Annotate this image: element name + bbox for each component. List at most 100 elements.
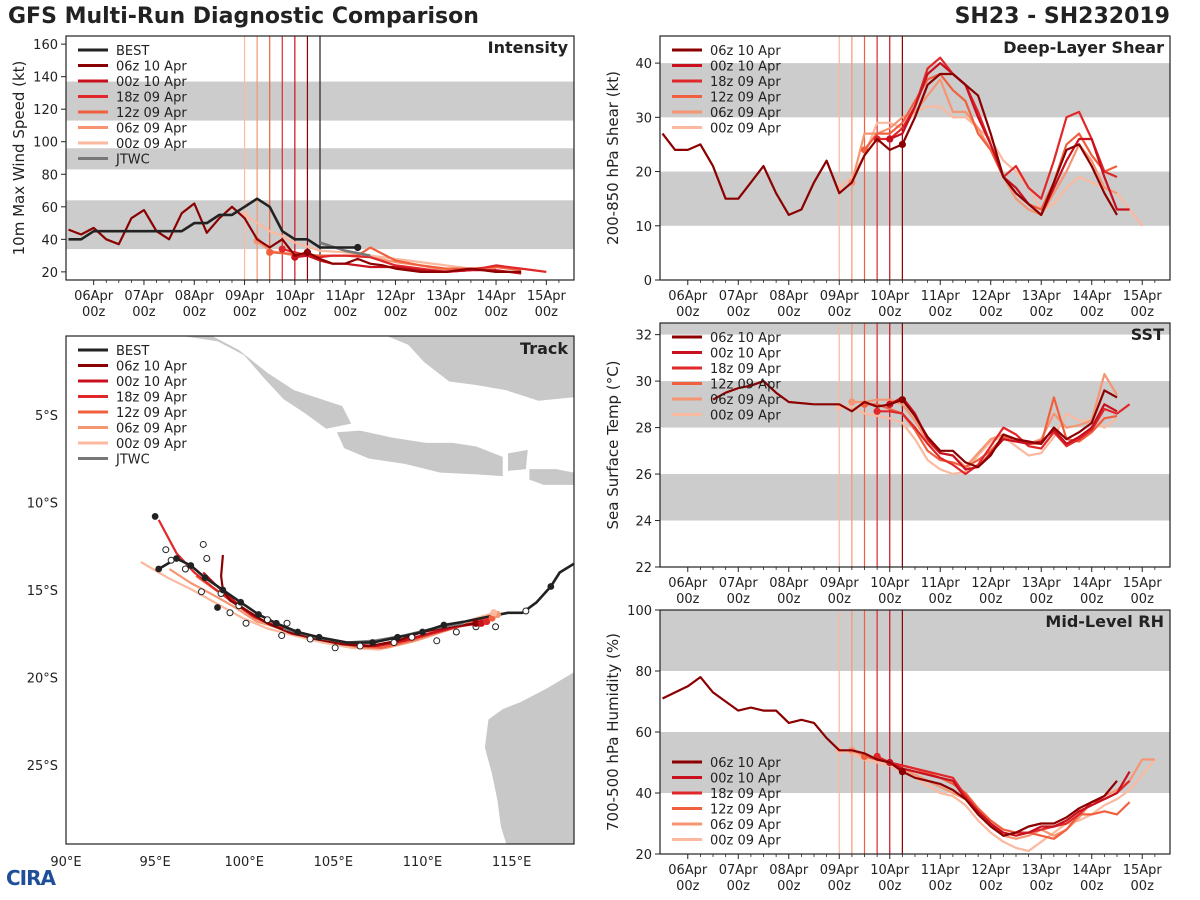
shear-ytick-label: 40 — [635, 57, 652, 72]
intensity-series-group — [68, 197, 547, 275]
rh-ytick-label: 100 — [627, 604, 652, 619]
rh-xtick-label: 00z — [828, 879, 852, 894]
shear-legend-label: 00z 10 Apr — [710, 60, 781, 75]
rh-xtick-label: 10Apr — [870, 863, 910, 878]
rh-xtick-label: 13Apr — [1022, 863, 1062, 878]
shear-series-line — [863, 72, 1118, 211]
track-lat-label: 20°S — [27, 672, 58, 687]
intensity-series-line — [68, 202, 522, 273]
shear-legend-label: 06z 10 Apr — [710, 44, 781, 59]
sst-xtick-label: 11Apr — [921, 576, 961, 591]
track-lat-label: 25°S — [27, 759, 58, 774]
intensity-xtick-label: 00z — [484, 305, 508, 320]
track-best-dot — [237, 598, 245, 606]
sst-title: SST — [1131, 325, 1164, 344]
rh-xtick-label: 00z — [777, 879, 801, 894]
track-open-dot — [242, 619, 250, 627]
track-lon-label: 105°E — [314, 855, 354, 870]
track-open-dot — [278, 632, 286, 640]
rh-xtick-label: 00z — [929, 879, 953, 894]
track-open-dot — [390, 639, 398, 647]
rh-ytick-label: 40 — [635, 787, 652, 802]
intensity-xtick-label: 00z — [283, 305, 307, 320]
rh-xtick-label: 00z — [1131, 879, 1155, 894]
rh-xtick-label: 00z — [1030, 879, 1054, 894]
track-open-dot — [492, 623, 500, 631]
track-open-dot — [522, 607, 530, 615]
rh-xtick-label: 12Apr — [971, 863, 1011, 878]
shear-xtick-label: 00z — [979, 305, 1003, 320]
rh-series-marker — [898, 768, 906, 776]
figure-title: GFS Multi-Run Diagnostic Comparison — [8, 4, 479, 29]
shear-xtick-label: 00z — [676, 305, 700, 320]
intensity-xtick-label: 00z — [132, 305, 156, 320]
intensity-ytick-label: 60 — [41, 201, 58, 216]
sst-xtick-label: 13Apr — [1022, 576, 1062, 591]
sst-xtick-label: 00z — [929, 592, 953, 607]
rh-band — [660, 610, 1170, 671]
sst-ylabel: Sea Surface Temp (°C) — [604, 360, 622, 529]
sst-xtick-label: 10Apr — [870, 576, 910, 591]
shear-xtick-label: 00z — [1030, 305, 1054, 320]
shear-legend-label: 00z 09 Apr — [710, 122, 781, 137]
sst-xtick-label: 06Apr — [668, 576, 708, 591]
track-panel: 90°E 95°E 100°E 105°E 110°E 115°E 5°S 10°S 15°S 2… — [27, 335, 575, 870]
shear-title: Deep-Layer Shear — [1003, 38, 1164, 57]
shear-series-group — [661, 56, 1144, 227]
track-open-dot — [197, 588, 205, 596]
shear-series-line — [889, 61, 1130, 216]
intensity-legend-label: JTWC — [115, 153, 150, 168]
shear-xtick-label: 12Apr — [971, 289, 1011, 304]
track-open-dot — [162, 546, 170, 554]
sst-band — [660, 323, 1170, 335]
shear-legend-label: 06z 09 Apr — [710, 106, 781, 121]
track-best-dot — [151, 513, 159, 520]
intensity-legend-label: 18z 09 Apr — [116, 91, 187, 106]
intensity-panel: 2040608010012014016006Apr00z07Apr00z08Ap… — [10, 35, 575, 320]
shear-xtick-label: 00z — [727, 305, 751, 320]
storm-id: SH23 - SH232019 — [954, 4, 1170, 29]
track-legend-label: 00z 10 Apr — [116, 375, 187, 390]
intensity-xtick-label: 00z — [333, 305, 357, 320]
shear-series-marker — [886, 135, 894, 143]
intensity-ylabel: 10m Max Wind Speed (kt) — [10, 61, 28, 256]
rh-legend-label: 00z 09 Apr — [710, 834, 781, 849]
track-best-dot — [419, 628, 426, 636]
track-open-dot — [331, 644, 339, 652]
intensity-xtick-label: 00z — [233, 305, 257, 320]
sst-xtick-label: 00z — [1131, 592, 1155, 607]
rh-xtick-label: 15Apr — [1123, 863, 1163, 878]
rh-xtick-label: 00z — [979, 879, 1003, 894]
track-best-dot — [394, 633, 401, 641]
track-lon-label: 110°E — [403, 855, 443, 870]
shear-xtick-label: 00z — [878, 305, 902, 320]
intensity-xtick-label: 07Apr — [124, 289, 164, 304]
sst-xtick-label: 00z — [828, 592, 852, 607]
shear-series-line — [661, 72, 1118, 216]
land-mass — [508, 449, 528, 471]
rh-legend-label: 00z 10 Apr — [710, 772, 781, 787]
land-mass — [336, 430, 503, 477]
intensity-series-marker — [303, 248, 312, 256]
sst-legend-label: 00z 10 Apr — [710, 347, 781, 362]
track-open-dot — [263, 616, 271, 624]
sst-legend-label: 06z 09 Apr — [710, 393, 781, 408]
track-open-dot — [306, 635, 314, 643]
sst-ytick-label: 22 — [635, 561, 652, 576]
intensity-legend-label: 12z 09 Apr — [116, 106, 187, 121]
intensity-ytick-label: 160 — [33, 38, 58, 53]
track-best-dot — [201, 574, 209, 582]
track-open-dot — [452, 628, 460, 636]
sst-xtick-label: 00z — [727, 592, 751, 607]
shear-ylabel: 200-850 hPa Shear (kt) — [604, 71, 622, 245]
intensity-series-line — [319, 241, 371, 257]
shear-xtick-label: 00z — [1131, 305, 1155, 320]
track-start-marker — [483, 617, 491, 626]
track-open-dot — [433, 637, 441, 645]
shear-legend-label: 18z 09 Apr — [710, 75, 781, 90]
sst-series-line — [712, 380, 1118, 469]
sst-xtick-label: 12Apr — [971, 576, 1011, 591]
sst-ytick-label: 30 — [635, 375, 652, 390]
intensity-ytick-label: 40 — [41, 233, 58, 248]
